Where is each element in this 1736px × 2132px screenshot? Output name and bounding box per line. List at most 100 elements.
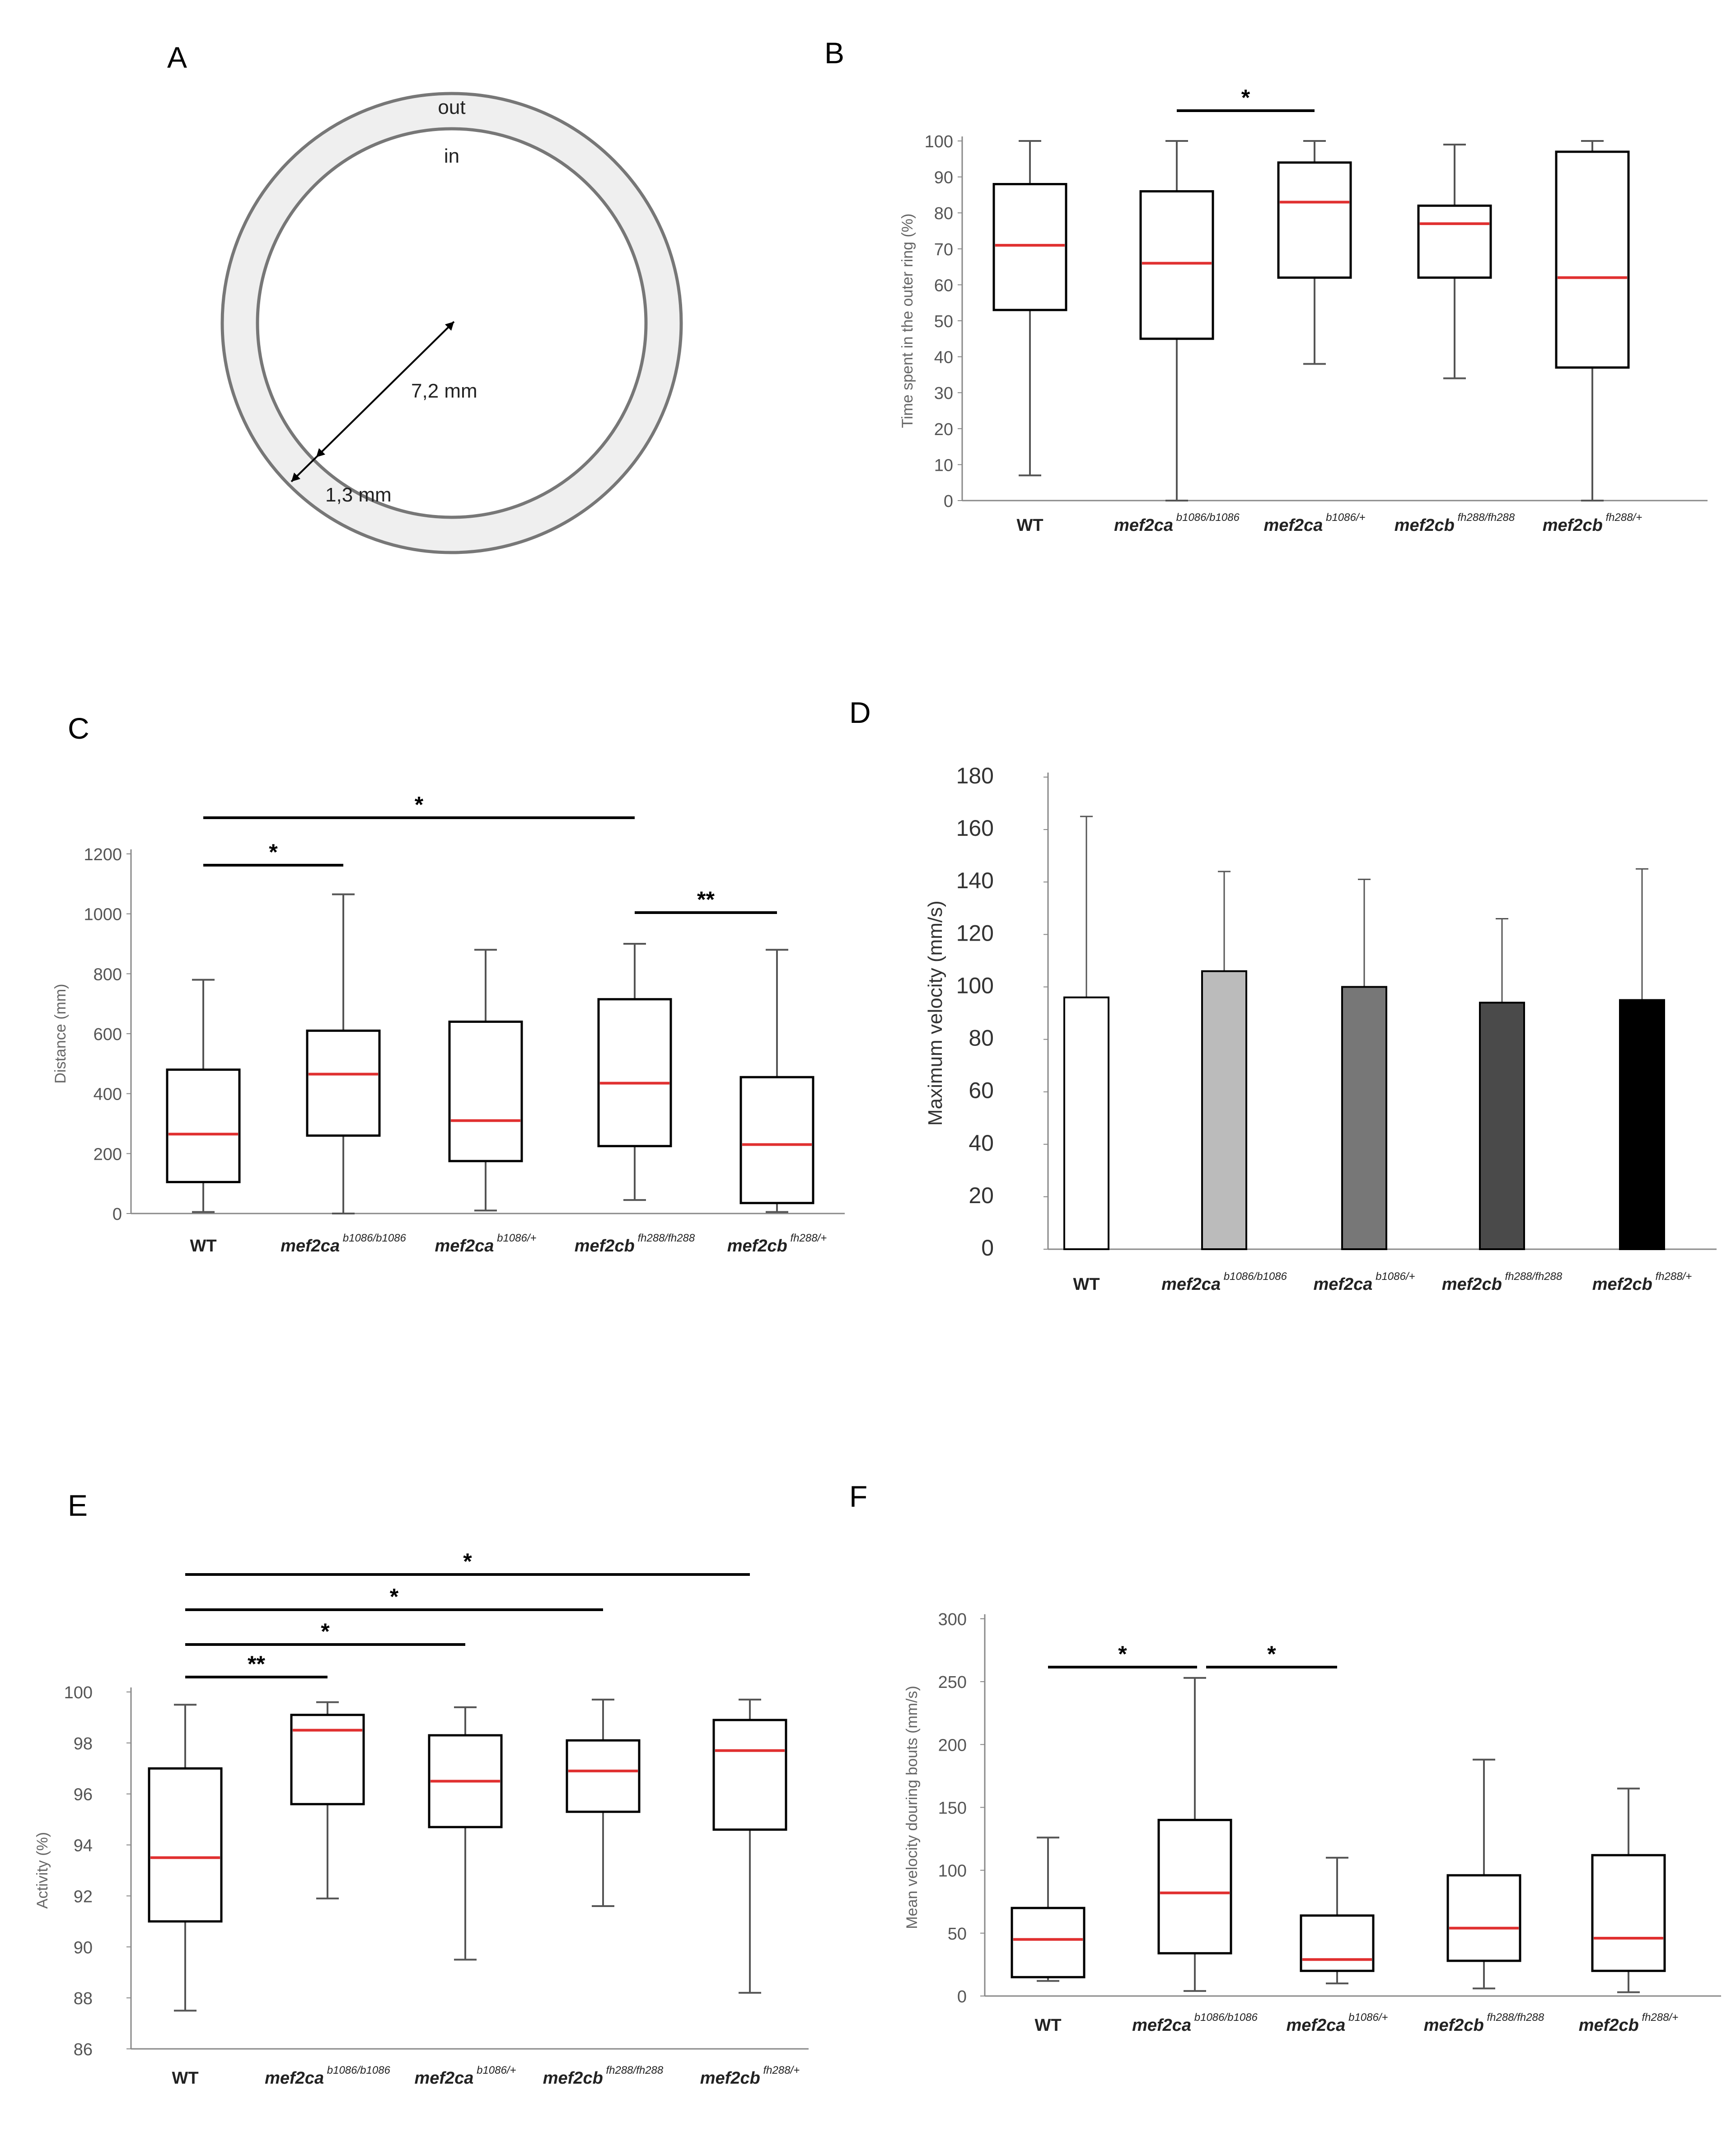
label-ring-width: 1,3 mm — [325, 484, 392, 506]
panel-letter-a: A — [167, 41, 187, 74]
category-label: mef2ca b1086/+ — [435, 1232, 536, 1256]
box-plot — [428, 1706, 503, 1961]
y-tick-label: 100 — [956, 973, 994, 998]
y-tick-label: 140 — [956, 868, 994, 893]
box-iqr — [566, 1739, 641, 1813]
radius-arrowhead-edge — [316, 448, 325, 457]
y-tick-label: 80 — [934, 204, 953, 223]
box-plot — [1555, 140, 1630, 501]
y-tick-label: 10 — [934, 456, 953, 475]
panel-letter-f: F — [849, 1480, 867, 1513]
category-label: mef2cb fh288/+ — [700, 2064, 800, 2088]
bar — [1341, 986, 1387, 1250]
box-plot — [1300, 1856, 1375, 1985]
category-label: mef2cb fh288/fh288 — [1442, 1270, 1563, 1294]
y-tick-label: 60 — [934, 276, 953, 295]
category-label: mef2ca b1086/b1086 — [1161, 1270, 1287, 1294]
category-label: WT — [1073, 1275, 1100, 1294]
category-label: mef2ca b1086/b1086 — [1132, 2011, 1258, 2035]
box-iqr — [597, 998, 672, 1148]
bar — [1619, 999, 1665, 1250]
label-in: in — [444, 145, 459, 167]
box-iqr — [739, 1076, 814, 1204]
box-plot — [148, 1704, 223, 2012]
label-out: out — [438, 96, 465, 118]
significance-label: * — [415, 792, 424, 817]
y-tick-label: 120 — [956, 920, 994, 946]
significance-label: ** — [697, 887, 715, 912]
y-tick-label: 300 — [938, 1610, 967, 1629]
y-tick-label: 100 — [64, 1683, 93, 1702]
box-iqr — [290, 1714, 365, 1805]
box-plot — [1139, 140, 1214, 501]
category-label: mef2ca b1086/b1086 — [1114, 511, 1240, 535]
y-tick-label: 600 — [94, 1025, 122, 1044]
significance-label: * — [1118, 1641, 1127, 1667]
box-plot — [1277, 140, 1352, 365]
ring-width-arrowhead — [291, 473, 300, 482]
y-tick-label: 92 — [74, 1887, 93, 1906]
y-tick-label: 100 — [938, 1862, 967, 1881]
y-tick-label: 30 — [934, 384, 953, 403]
y-tick-label: 0 — [957, 1987, 967, 2006]
category-label: mef2cb fh288/fh288 — [575, 1232, 695, 1256]
box-plot — [306, 893, 381, 1214]
box-iqr — [992, 183, 1067, 311]
category-label: mef2ca b1086/b1086 — [281, 1232, 406, 1256]
category-label: mef2cb fh288/+ — [1592, 1270, 1692, 1294]
bar — [1063, 996, 1109, 1251]
significance-label: * — [1267, 1641, 1276, 1667]
box-plot — [1157, 1677, 1232, 1992]
significance-label: * — [321, 1619, 330, 1644]
significance-label: ** — [248, 1651, 265, 1677]
y-axis-label: Time spent in the outer ring (%) — [899, 214, 916, 428]
box-plot — [448, 949, 523, 1212]
y-axis-label: Maximum velocity (mm/s) — [924, 900, 946, 1126]
category-label: WT — [1034, 2016, 1061, 2035]
box-iqr — [166, 1068, 241, 1183]
significance-label: * — [1241, 85, 1250, 110]
box-plot — [712, 1698, 787, 1994]
y-axis-label: Mean velocity douring bouts (mm/s) — [903, 1686, 921, 1929]
significance-label: * — [463, 1549, 472, 1574]
box-iqr — [712, 1719, 787, 1831]
y-tick-label: 180 — [956, 763, 994, 788]
chart-b-time-outer-ring: 0 10 20 30 40 50 60 70 80 90 100 Time spent in the … — [899, 85, 1708, 535]
panel-letter-c: C — [68, 712, 89, 745]
box-iqr — [1417, 204, 1492, 279]
box-plot — [597, 943, 672, 1201]
y-tick-label: 96 — [74, 1785, 93, 1804]
box-iqr — [1555, 150, 1630, 369]
category-label: mef2cb fh288/fh288 — [1424, 2011, 1544, 2035]
y-tick-label: 20 — [969, 1183, 994, 1208]
y-tick-label: 1200 — [84, 845, 122, 864]
y-tick-label: 98 — [74, 1734, 93, 1753]
y-tick-label: 250 — [938, 1673, 967, 1692]
panel-letter-b: B — [824, 36, 844, 70]
box-plot — [992, 140, 1067, 477]
category-label: WT — [172, 2069, 198, 2088]
chart-d-maximum-velocity: 0 20 40 60 80 100 120 140 160 180 Maximum velocity… — [924, 763, 1717, 1294]
box-plot — [1446, 1758, 1521, 1990]
y-tick-label: 400 — [94, 1085, 122, 1104]
box-iqr — [1139, 190, 1214, 340]
category-label: mef2cb fh288/+ — [1579, 2011, 1678, 2035]
y-tick-label: 200 — [938, 1736, 967, 1755]
chart-e-activity: 86 88 90 92 94 96 98 100 Activity (%) WT mef2ca b1… — [34, 1549, 809, 2088]
bar — [1201, 970, 1247, 1250]
category-label: mef2ca b1086/+ — [1263, 511, 1365, 535]
radius-arrow — [315, 321, 455, 458]
category-label: mef2ca b1086/+ — [1286, 2011, 1388, 2035]
category-label: WT — [1016, 516, 1043, 535]
y-tick-label: 20 — [934, 420, 953, 439]
box-iqr — [148, 1767, 223, 1923]
y-tick-label: 160 — [956, 815, 994, 841]
y-tick-label: 200 — [94, 1145, 122, 1164]
y-tick-label: 90 — [934, 169, 953, 187]
significance-label: * — [390, 1584, 399, 1609]
box-plot — [566, 1698, 641, 1907]
y-tick-label: 94 — [74, 1837, 93, 1856]
y-tick-label: 100 — [925, 132, 953, 151]
box-plot — [1417, 143, 1492, 380]
